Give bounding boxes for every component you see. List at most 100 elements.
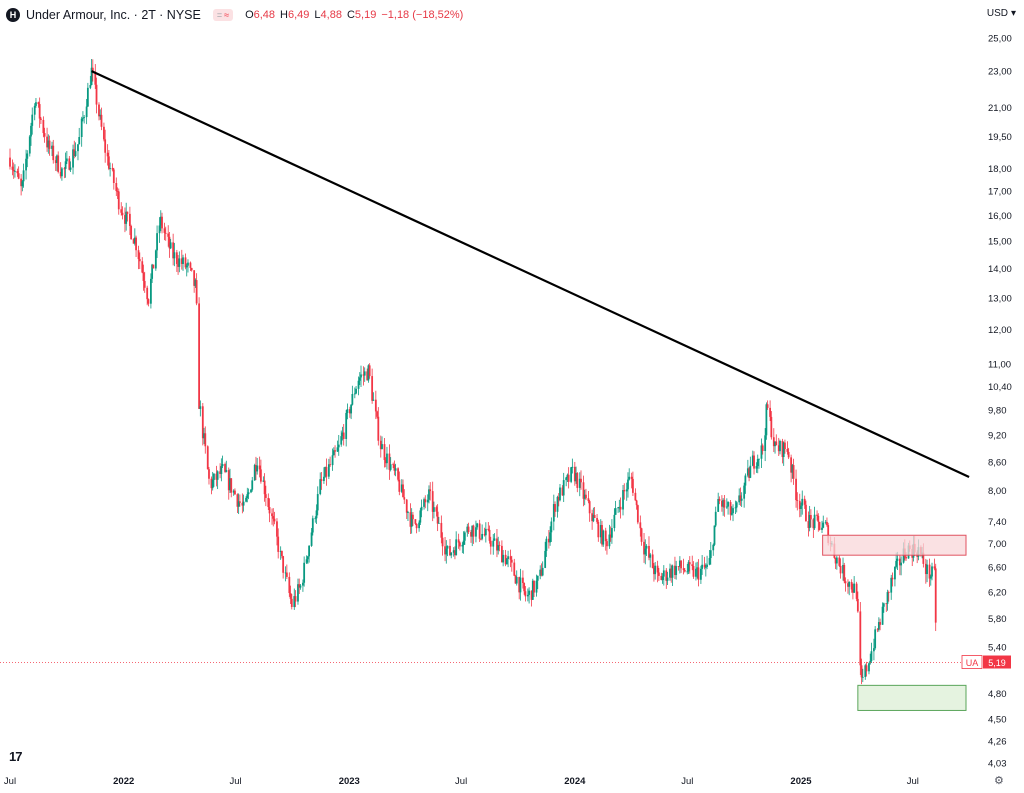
candle — [271, 508, 273, 525]
resistance-zone[interactable] — [822, 534, 967, 556]
candle — [407, 510, 409, 522]
candle — [258, 456, 261, 478]
candle — [297, 578, 299, 605]
candle — [230, 478, 233, 498]
y-tick-label: 6,60 — [988, 563, 1007, 574]
candle — [540, 563, 543, 577]
y-tick-label: 18,00 — [988, 164, 1012, 175]
candle — [619, 497, 622, 519]
candle — [573, 461, 576, 486]
candle — [78, 127, 81, 145]
candle — [138, 252, 141, 270]
candle — [288, 572, 291, 597]
candle — [89, 75, 92, 90]
candle — [121, 206, 124, 220]
candle — [692, 561, 695, 579]
candle — [281, 550, 283, 559]
candle — [571, 458, 574, 474]
candle — [706, 555, 708, 570]
candle — [748, 467, 750, 482]
candle — [479, 538, 482, 541]
candle — [670, 564, 673, 583]
candle — [48, 135, 51, 156]
candle — [276, 518, 278, 546]
settings-gear-icon[interactable]: ⚙ — [994, 775, 1004, 787]
approx-icon: ≈ — [224, 10, 230, 20]
candle — [294, 590, 297, 608]
candle — [210, 476, 213, 495]
candle — [790, 454, 793, 483]
candle — [362, 366, 365, 386]
candle — [299, 583, 302, 590]
candle — [112, 167, 115, 190]
candle — [717, 492, 720, 513]
y-tick-label: 5,40 — [988, 642, 1007, 653]
y-tick-label: 17,00 — [988, 187, 1012, 198]
candle — [224, 462, 226, 474]
candle — [645, 544, 648, 556]
candle — [236, 493, 239, 514]
candle — [640, 527, 643, 546]
candle — [454, 546, 456, 560]
candle — [656, 560, 659, 583]
y-tick-label: 4,26 — [988, 736, 1007, 747]
candle — [263, 473, 266, 502]
candle — [688, 556, 691, 574]
candle — [403, 489, 406, 504]
candle — [167, 225, 170, 247]
candle — [255, 456, 257, 481]
candle — [305, 555, 308, 565]
candle — [695, 562, 697, 581]
price-axis[interactable]: 25,00 23,00 21,00 19,50 18,00 17,00 16,00 15,00… — [988, 34, 1012, 770]
candle — [732, 504, 734, 522]
candle — [835, 555, 838, 570]
candle — [389, 457, 392, 472]
candle — [353, 387, 356, 399]
candle — [593, 506, 596, 519]
candle — [284, 566, 287, 582]
candle — [151, 263, 154, 283]
candle — [336, 440, 339, 453]
candle — [476, 522, 479, 530]
candle — [505, 558, 508, 565]
candle — [680, 560, 683, 573]
candle — [782, 441, 785, 466]
candle — [253, 463, 256, 481]
candle — [643, 533, 645, 563]
candle — [241, 493, 244, 514]
candle — [632, 471, 634, 496]
time-axis[interactable]: Jul 2022 Jul 2023 Jul 2024 Jul 2025 Jul — [4, 776, 919, 787]
candle — [195, 273, 198, 306]
candle — [168, 231, 171, 258]
candle — [42, 116, 45, 138]
candle — [315, 504, 318, 525]
support-zone[interactable] — [857, 684, 967, 711]
symbol-flag-badge[interactable]: = ≈ — [212, 9, 234, 21]
candle — [245, 496, 247, 503]
x-tick-label: 2024 — [564, 776, 586, 787]
currency-selector[interactable]: USD ▾ — [987, 8, 1016, 19]
candle — [107, 149, 110, 171]
tradingview-logo-icon[interactable]: 17 — [9, 749, 23, 764]
candle — [648, 536, 650, 561]
candle — [418, 520, 420, 532]
candle — [547, 529, 550, 549]
candle — [934, 563, 937, 632]
candle — [588, 499, 591, 522]
candle — [450, 551, 453, 559]
candle — [501, 540, 503, 563]
candle — [185, 263, 188, 277]
candle — [886, 589, 889, 611]
candle — [264, 485, 267, 507]
trend-line[interactable] — [91, 70, 970, 478]
candle — [204, 426, 207, 454]
candle — [493, 533, 496, 541]
candle — [753, 451, 755, 475]
currency-label: USD — [986, 8, 1008, 19]
candle — [809, 509, 812, 528]
candle — [608, 524, 611, 549]
symbol-title[interactable]: Under Armour, Inc. · 2T · NYSE — [26, 8, 201, 22]
candle — [169, 238, 172, 250]
candle — [20, 174, 23, 196]
